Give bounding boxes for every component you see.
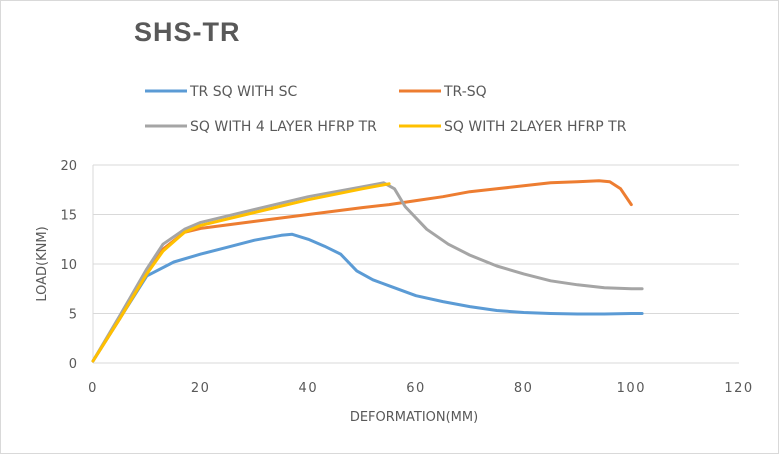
legend-label-3: SQ WITH 4 LAYER HFRP TR [190, 119, 377, 135]
series-line-2 [91, 179, 633, 363]
x-axis-title: DEFORMATION(MM) [350, 410, 478, 425]
legend-label-2: TR-SQ [443, 84, 487, 100]
x-tick-label: 60 [406, 381, 426, 396]
series-line-4 [91, 182, 391, 363]
x-tick-label: 40 [299, 381, 319, 396]
y-tick-label: 20 [60, 159, 77, 174]
x-tick-label: 20 [191, 381, 211, 396]
x-tick-label: 100 [617, 381, 646, 396]
series-line-3 [91, 181, 644, 363]
y-tick-label: 0 [69, 357, 77, 372]
chart-title: SHS-TR [134, 17, 241, 47]
x-tick-label: 120 [724, 381, 753, 396]
legend-label-1: TR SQ WITH SC [189, 84, 297, 100]
y-tick-label: 10 [60, 258, 77, 273]
x-tick-label: 0 [88, 381, 98, 396]
y-tick-label: 15 [60, 209, 77, 224]
series-line-1 [91, 232, 644, 363]
y-axis-title: LOAD(KNM) [35, 226, 50, 301]
legend-label-4: SQ WITH 2LAYER HFRP TR [444, 119, 627, 135]
x-tick-label: 80 [514, 381, 534, 396]
y-tick-label: 5 [69, 308, 77, 323]
